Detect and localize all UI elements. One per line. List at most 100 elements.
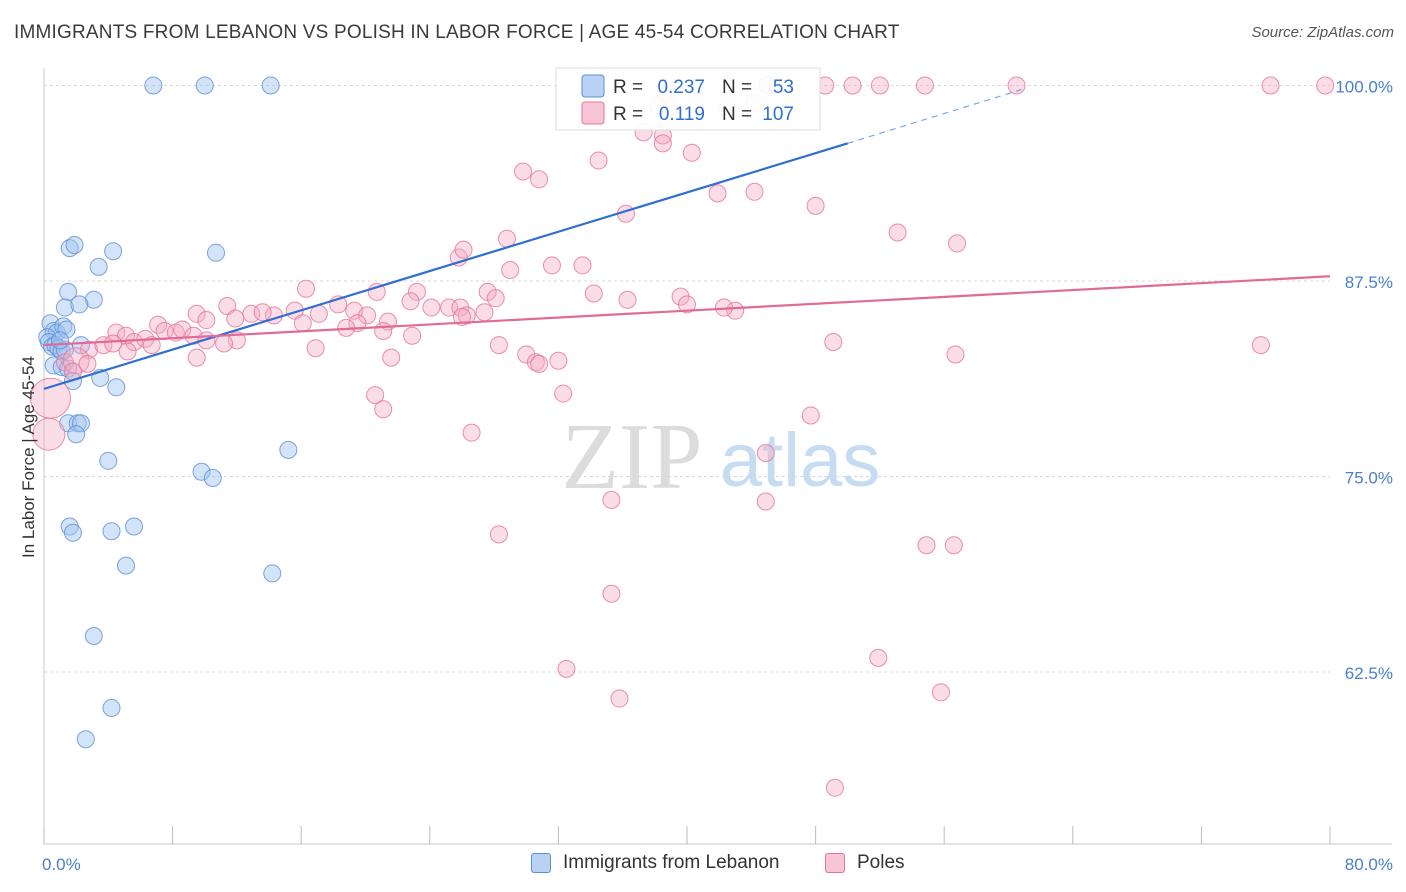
point-poles <box>407 282 426 301</box>
legend-r-value: 0.119 <box>659 104 705 125</box>
point-poles <box>530 170 549 189</box>
point-poles <box>452 307 471 326</box>
point-poles <box>946 345 965 364</box>
point-poles <box>104 334 123 353</box>
point-poles <box>870 76 889 95</box>
point-lebanon <box>261 76 280 95</box>
point-poles <box>422 298 441 317</box>
point-poles <box>118 342 137 361</box>
point-poles <box>801 406 820 425</box>
source-label: Source: ZipAtlas.com <box>1251 24 1394 41</box>
point-poles <box>187 348 206 367</box>
point-lebanon <box>99 451 118 470</box>
point-poles <box>549 351 568 370</box>
point-poles <box>745 182 764 201</box>
point-lebanon <box>192 462 211 481</box>
x-tick-label: 80.0% <box>1345 855 1393 874</box>
point-lebanon <box>279 440 298 459</box>
point-lebanon <box>125 517 144 536</box>
point-poles <box>708 184 727 203</box>
point-lebanon <box>116 556 135 575</box>
point-poles <box>358 306 377 325</box>
point-poles <box>948 234 967 253</box>
point-lebanon <box>70 295 89 314</box>
point-lebanon <box>55 298 74 317</box>
point-poles <box>517 345 536 364</box>
point-lebanon <box>195 76 214 95</box>
point-lebanon <box>207 243 226 262</box>
legend-item-lebanon: Immigrants from Lebanon <box>531 852 780 874</box>
point-poles <box>475 303 494 322</box>
point-poles <box>915 76 934 95</box>
point-poles <box>374 400 393 419</box>
point-poles <box>486 289 505 308</box>
point-poles <box>215 334 234 353</box>
point-poles <box>610 689 629 708</box>
bottom-legend: Immigrants from Lebanon Poles <box>0 852 1406 878</box>
point-poles <box>489 525 508 544</box>
point-poles <box>843 76 862 95</box>
point-lebanon <box>102 522 121 541</box>
legend-n-label: N = <box>722 77 752 98</box>
point-poles <box>462 423 481 442</box>
point-poles <box>253 303 272 322</box>
trend-line-poles <box>43 275 1331 347</box>
point-poles <box>824 332 843 351</box>
point-poles <box>382 348 401 367</box>
legend-n-value: 53 <box>773 77 794 98</box>
point-lebanon <box>71 414 90 433</box>
trend-line-lebanon-extension <box>847 88 1025 144</box>
legend-label-lebanon: Immigrants from Lebanon <box>563 852 780 873</box>
point-lebanon <box>102 698 121 717</box>
point-poles <box>573 256 592 275</box>
legend-label-poles: Poles <box>857 852 905 873</box>
point-lebanon <box>84 290 103 309</box>
point-poles <box>489 336 508 355</box>
point-lebanon <box>57 320 76 339</box>
point-poles <box>226 309 245 328</box>
point-poles <box>554 384 573 403</box>
point-poles <box>653 134 672 153</box>
y-axis-label: In Labor Force | Age 45-54 <box>19 356 38 558</box>
point-poles <box>197 311 216 330</box>
point-poles <box>501 261 520 280</box>
trend-line-lebanon <box>43 142 849 390</box>
point-poles <box>454 240 473 259</box>
point-poles <box>917 536 936 555</box>
point-poles <box>78 354 97 373</box>
point-poles <box>403 326 422 345</box>
point-lebanon <box>104 242 123 261</box>
point-lebanon <box>84 626 103 645</box>
point-lebanon <box>59 282 78 301</box>
point-poles <box>806 196 825 215</box>
y-tick-label: 75.0% <box>1345 468 1393 487</box>
point-poles <box>602 584 621 603</box>
point-poles <box>514 162 533 181</box>
point-poles <box>366 386 385 405</box>
point-poles <box>726 301 745 320</box>
y-tick-label: 62.5% <box>1345 664 1393 683</box>
point-lebanon <box>60 239 79 258</box>
point-poles <box>306 339 325 358</box>
point-lebanon <box>203 469 222 488</box>
point-poles <box>530 354 549 373</box>
point-poles <box>756 492 775 511</box>
chart-title: IMMIGRANTS FROM LEBANON VS POLISH IN LAB… <box>14 22 900 43</box>
point-poles <box>187 304 206 323</box>
legend-item-poles: Poles <box>825 852 905 874</box>
point-poles <box>1261 76 1280 95</box>
point-lebanon <box>107 378 126 397</box>
point-poles <box>618 290 637 309</box>
point-poles <box>584 284 603 303</box>
point-poles <box>888 223 907 242</box>
watermark-zip: ZIP <box>562 405 703 509</box>
point-lebanon <box>54 317 73 336</box>
point-lebanon <box>144 76 163 95</box>
legend-swatch-poles <box>825 853 845 873</box>
point-poles <box>931 683 950 702</box>
y-tick-label: 100.0% <box>1335 77 1393 96</box>
legend-swatch <box>581 74 605 98</box>
point-poles <box>401 292 420 311</box>
y-tick-label: 87.5% <box>1345 273 1393 292</box>
